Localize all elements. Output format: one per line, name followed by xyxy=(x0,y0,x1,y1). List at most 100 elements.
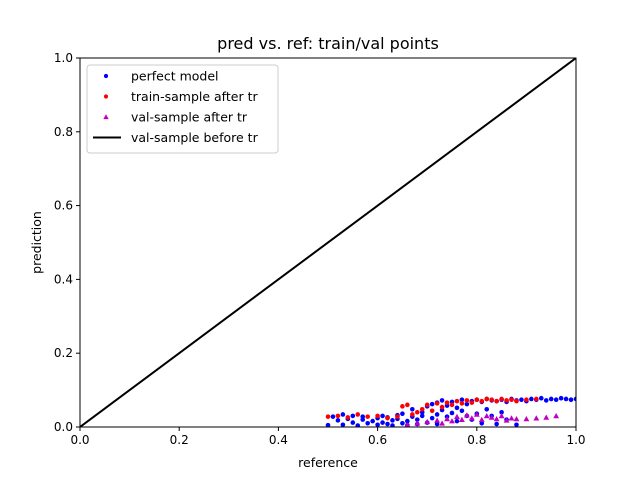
data-point-train-sample-after-tr xyxy=(419,406,425,412)
data-point-train-sample-after-tr xyxy=(499,396,504,402)
data-point-train-sample-after-tr xyxy=(534,396,539,402)
data-point-val-sample-after-tr xyxy=(414,420,421,426)
data-point-val-sample-after-tr xyxy=(543,414,550,420)
legend-swatch-val-sample-after-tr xyxy=(103,114,109,120)
data-point-train-sample-after-tr xyxy=(375,413,380,419)
data-point-perfect-model xyxy=(548,396,554,402)
data-point-train-sample-after-tr xyxy=(439,404,445,410)
data-point-perfect-model xyxy=(459,397,465,402)
data-point-val-sample-after-tr xyxy=(508,415,515,421)
legend-label-train-sample-after-tr: train-sample after tr xyxy=(131,89,258,104)
data-point-perfect-model xyxy=(558,395,564,401)
data-point-val-sample-after-tr xyxy=(498,413,505,419)
data-point-train-sample-after-tr xyxy=(429,408,435,414)
data-point-perfect-model xyxy=(479,421,485,426)
legend-box xyxy=(86,64,279,154)
x-axis-label: reference xyxy=(298,455,358,470)
data-point-train-sample-after-tr xyxy=(459,401,465,406)
axis-ticks: 0.0 0.2 0.4 0.6 0.8 1.0 0.0 0.2 0.4 0.6 0.8 1.0 xyxy=(54,51,586,447)
data-point-perfect-model xyxy=(400,421,405,426)
data-point-perfect-model xyxy=(494,421,499,427)
data-point-val-sample-after-tr xyxy=(493,415,500,422)
data-point-train-sample-after-tr xyxy=(424,402,430,408)
legend-swatch-perfect-model xyxy=(103,73,109,79)
data-point-perfect-model xyxy=(449,410,455,416)
data-point-perfect-model xyxy=(543,398,549,403)
data-point-train-sample-after-tr xyxy=(479,398,485,404)
data-point-perfect-model xyxy=(459,408,465,414)
data-point-train-sample-after-tr xyxy=(345,415,351,420)
data-point-perfect-model xyxy=(410,406,415,412)
data-point-val-sample-after-tr xyxy=(444,415,450,422)
data-point-perfect-model xyxy=(429,401,435,407)
data-point-perfect-model xyxy=(360,414,366,419)
data-point-perfect-model xyxy=(385,421,390,427)
data-point-perfect-model xyxy=(370,418,375,424)
data-point-perfect-model xyxy=(454,418,460,424)
data-point-perfect-model xyxy=(350,420,356,425)
data-point-val-sample-after-tr xyxy=(463,412,470,418)
plot-area xyxy=(80,58,576,427)
data-point-perfect-model xyxy=(340,422,346,427)
data-point-train-sample-after-tr xyxy=(454,398,460,404)
data-point-train-sample-after-tr xyxy=(410,412,415,417)
chart-title: pred vs. ref: train/val points xyxy=(217,34,439,53)
data-point-val-sample-after-tr xyxy=(533,415,540,421)
data-point-val-sample-after-tr xyxy=(478,416,485,422)
data-point-perfect-model xyxy=(429,415,435,421)
data-point-val-sample-after-tr xyxy=(424,418,431,425)
y-axis-label: prediction xyxy=(29,211,44,274)
data-point-train-sample-after-tr xyxy=(385,415,390,421)
x-tick-label: 0.6 xyxy=(368,433,387,447)
data-point-val-sample-after-tr xyxy=(449,418,455,424)
data-point-train-sample-after-tr xyxy=(400,404,405,409)
data-point-perfect-model xyxy=(439,398,445,403)
y-tick-label: 0.6 xyxy=(54,199,73,213)
data-point-val-sample-after-tr xyxy=(439,420,445,426)
legend-label-val-sample-before-tr: val-sample before tr xyxy=(131,130,259,145)
data-point-train-sample-after-tr xyxy=(449,402,455,408)
y-tick-label: 0.0 xyxy=(54,420,73,434)
y-tick-label: 1.0 xyxy=(54,51,73,65)
data-point-perfect-model xyxy=(330,414,336,419)
data-point-perfect-model xyxy=(375,422,380,427)
data-point-perfect-model xyxy=(434,412,440,417)
data-point-val-sample-after-tr xyxy=(473,411,480,417)
data-point-perfect-model xyxy=(419,413,425,419)
x-tick-label: 1.0 xyxy=(566,433,585,447)
data-point-perfect-model xyxy=(405,418,410,424)
legend-swatch-train-sample-after-tr xyxy=(103,94,109,99)
data-point-val-sample-after-tr xyxy=(523,415,530,422)
data-point-perfect-model xyxy=(529,396,534,402)
data-point-train-sample-after-tr xyxy=(489,397,494,402)
data-point-perfect-model xyxy=(434,421,440,427)
data-point-val-sample-after-tr xyxy=(503,417,510,423)
data-point-val-sample-after-tr xyxy=(434,417,441,423)
data-point-perfect-model xyxy=(514,422,519,427)
plot-frame xyxy=(79,57,577,428)
data-point-perfect-model xyxy=(414,417,420,422)
data-point-val-sample-after-tr xyxy=(488,414,495,420)
data-point-perfect-model xyxy=(538,395,544,401)
x-tick-label: 0.0 xyxy=(70,433,89,447)
y-tick-label: 0.2 xyxy=(54,346,73,360)
data-point-perfect-model xyxy=(553,397,559,402)
data-point-perfect-model xyxy=(568,397,574,402)
data-point-perfect-model xyxy=(335,418,341,423)
legend: perfect model train-sample after tr val-sa… xyxy=(86,64,279,154)
data-point-train-sample-after-tr xyxy=(444,400,450,405)
data-point-perfect-model xyxy=(464,401,470,407)
data-point-perfect-model xyxy=(350,413,356,419)
data-point-perfect-model xyxy=(400,411,405,417)
data-point-train-sample-after-tr xyxy=(335,413,341,419)
data-point-train-sample-after-tr xyxy=(524,397,529,402)
data-point-train-sample-after-tr xyxy=(464,398,470,403)
data-point-train-sample-after-tr xyxy=(494,398,499,404)
data-point-train-sample-after-tr xyxy=(325,414,331,419)
data-point-train-sample-after-tr xyxy=(365,414,370,419)
data-point-train-sample-after-tr xyxy=(405,402,410,408)
x-tick-label: 0.4 xyxy=(269,433,288,447)
data-point-val-sample-after-tr xyxy=(513,415,520,422)
data-point-perfect-model xyxy=(573,396,576,402)
